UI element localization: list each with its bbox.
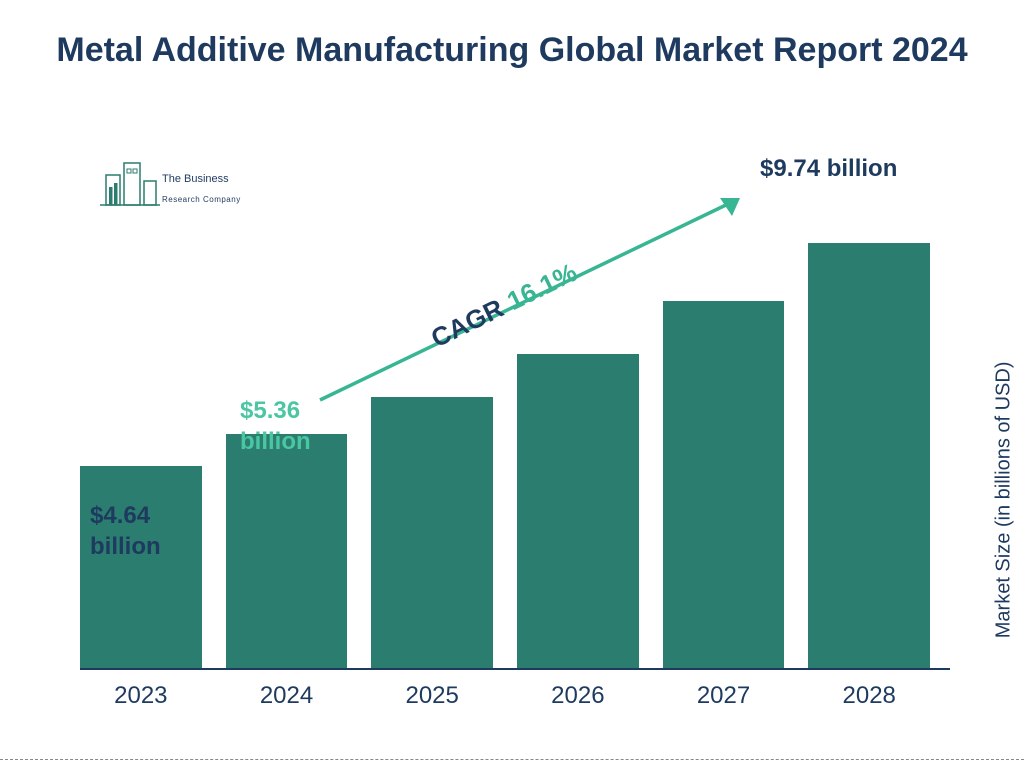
y-axis-label: Market Size (in billions of USD) xyxy=(993,362,1016,639)
x-axis-labels: 2023 2024 2025 2026 2027 2028 xyxy=(80,682,930,710)
bar-2027 xyxy=(663,301,785,668)
xlabel-2027: 2027 xyxy=(663,682,785,710)
xlabel-2023: 2023 xyxy=(80,682,202,710)
chart-title: Metal Additive Manufacturing Global Mark… xyxy=(0,0,1024,84)
bar-chart: 2023 2024 2025 2026 2027 2028 xyxy=(80,170,930,710)
bar-2028 xyxy=(808,243,930,668)
bar-2026 xyxy=(517,354,639,668)
callout-2024-unit: billion xyxy=(240,428,311,455)
bottom-divider xyxy=(0,759,1024,760)
xlabel-2026: 2026 xyxy=(517,682,639,710)
bar-2023 xyxy=(80,466,202,668)
xlabel-2028: 2028 xyxy=(808,682,930,710)
callout-2023: $4.64 billion xyxy=(90,500,210,562)
bar-2024 xyxy=(226,434,348,668)
callout-2023-unit: billion xyxy=(90,533,161,560)
bar-2025 xyxy=(371,397,493,668)
callout-2023-value: $4.64 xyxy=(90,502,150,529)
bar-group xyxy=(80,188,930,668)
x-axis-line xyxy=(80,668,950,670)
xlabel-2025: 2025 xyxy=(371,682,493,710)
callout-2024-value: $5.36 xyxy=(240,397,300,424)
xlabel-2024: 2024 xyxy=(226,682,348,710)
callout-2024: $5.36 billion xyxy=(240,395,360,457)
callout-2028: $9.74 billion xyxy=(760,155,897,183)
